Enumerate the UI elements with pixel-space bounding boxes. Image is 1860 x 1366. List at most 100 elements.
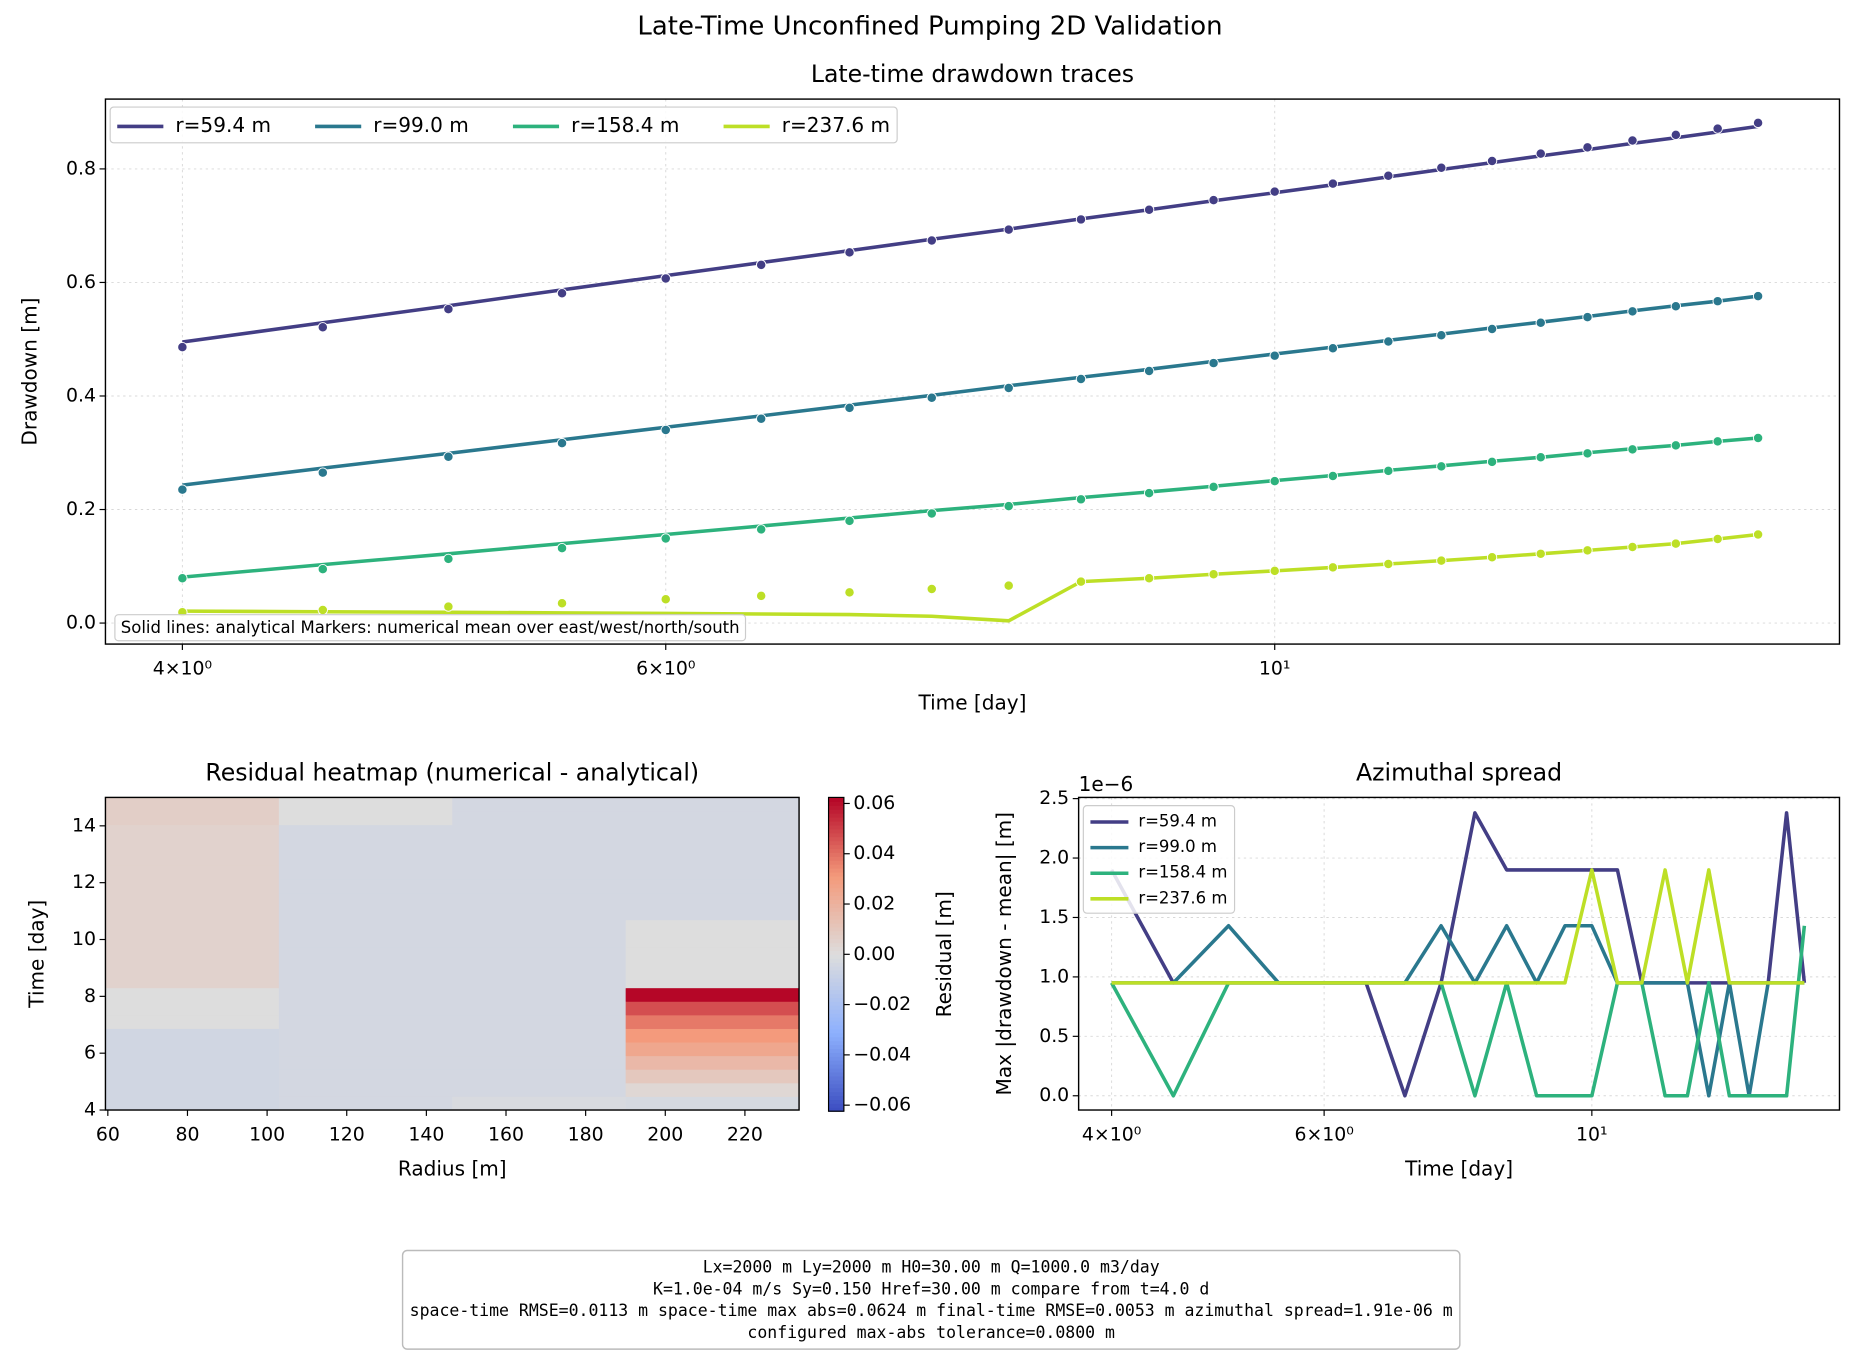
marker	[556, 542, 568, 554]
heatmap-cell	[278, 1014, 453, 1029]
legend-label: r=237.6 m	[1138, 888, 1227, 907]
x-tick-label: 120	[329, 1123, 365, 1145]
x-tick-label: 6×10⁰	[1294, 1123, 1353, 1145]
heatmap-cell	[105, 946, 280, 961]
marker	[1327, 562, 1339, 573]
colorbar-strip	[828, 848, 844, 853]
y-tick-label: 0.0	[1039, 1084, 1069, 1106]
figure-title: Late-Time Unconfined Pumping 2D Validati…	[637, 12, 1222, 42]
colorbar-tick-label: −0.02	[853, 993, 911, 1015]
x-axis-label: Radius [m]	[398, 1157, 507, 1181]
heatmap-cell	[278, 919, 453, 934]
heatmap-cell	[452, 1001, 627, 1016]
heatmap-cell	[278, 1055, 453, 1070]
marker	[443, 303, 454, 315]
marker	[1075, 576, 1087, 587]
annotation: Solid lines: analytical Markers: numeric…	[114, 614, 747, 642]
heatmap-cell	[452, 797, 627, 812]
colorbar-strip	[828, 911, 844, 916]
heatmap-cell	[625, 824, 800, 839]
marker	[1712, 436, 1723, 447]
colorbar-tick-label: 0.06	[853, 792, 895, 814]
marker	[1269, 350, 1280, 361]
x-axis-label: Time [day]	[917, 691, 1026, 715]
colorbar-tick-label: −0.04	[853, 1043, 911, 1065]
colorbar-strip	[828, 973, 844, 979]
y-tick-label: 2.5	[1039, 787, 1069, 809]
colorbar-strip	[828, 1044, 844, 1050]
colorbar-strip	[828, 915, 844, 920]
colorbar-strip	[828, 1064, 844, 1069]
heatmap-cell	[278, 1028, 453, 1043]
x-tick-label: 80	[175, 1123, 199, 1145]
heatmap-cell	[452, 838, 627, 853]
heatmap-cell	[452, 1096, 627, 1111]
marker	[1670, 440, 1682, 451]
marker	[1269, 475, 1280, 487]
y-tick-label: 8	[84, 985, 96, 1007]
marker	[1003, 382, 1014, 394]
marker	[755, 524, 767, 535]
colorbar-strip	[828, 1079, 844, 1085]
marker	[844, 247, 855, 258]
marker	[1208, 194, 1219, 206]
colorbar-strip	[828, 813, 844, 818]
marker	[1003, 224, 1014, 235]
heatmap-cell	[278, 851, 453, 866]
axes-frame	[1077, 796, 1841, 1111]
marker	[1075, 214, 1087, 225]
heatmap-cell	[278, 811, 453, 826]
marker	[1670, 129, 1682, 141]
colorbar-strip	[828, 1048, 844, 1053]
heatmap-cell	[452, 960, 627, 975]
heatmap-cell	[625, 1055, 800, 1070]
colorbar-strip	[828, 1013, 844, 1018]
heatmap-cell	[452, 851, 627, 866]
heatmap-cell	[625, 1014, 800, 1029]
heatmap-cell	[625, 1082, 800, 1097]
marker	[317, 563, 328, 575]
marker	[1208, 357, 1219, 369]
marker	[844, 515, 855, 527]
x-tick-label: 180	[568, 1123, 604, 1145]
colorbar-strip	[828, 1068, 844, 1073]
y-axis-label: Max |drawdown - mean| [m]	[992, 812, 1016, 1095]
colorbar-strip	[828, 985, 844, 991]
colorbar-label: Residual [m]	[932, 891, 956, 1017]
colorbar-strip	[828, 868, 844, 873]
marker	[1486, 323, 1498, 335]
colorbar-strip	[828, 993, 844, 999]
y-tick-label: 12	[72, 871, 96, 893]
colorbar-strip	[828, 1060, 844, 1065]
series-line	[182, 532, 1759, 623]
heatmap-cell	[278, 824, 453, 839]
marker	[1627, 135, 1638, 146]
colorbar-strip	[828, 1083, 844, 1089]
marker	[755, 590, 767, 602]
colorbar-strip	[828, 820, 844, 826]
colorbar-strip	[828, 1103, 844, 1108]
marker	[1486, 456, 1498, 468]
heatmap-cell	[105, 960, 280, 975]
marker	[443, 601, 454, 612]
info-line: space-time RMSE=0.0113 m space-time max …	[410, 1301, 1453, 1320]
colorbar-strip	[828, 1099, 844, 1104]
colorbar-strip	[828, 883, 844, 889]
heatmap-cell	[625, 1042, 800, 1057]
marker	[443, 451, 454, 462]
heatmap-cell	[278, 1082, 453, 1097]
heatmap-cell	[105, 824, 280, 839]
marker	[1486, 552, 1498, 563]
marker	[1143, 204, 1155, 215]
marker	[177, 573, 188, 584]
heatmap-cell	[452, 1055, 627, 1070]
colorbar-strip	[828, 926, 844, 932]
colorbar-strip	[828, 895, 844, 900]
colorbar-strip	[828, 824, 844, 830]
heatmap-cell	[625, 933, 800, 948]
x-axis-label: Time [day]	[1404, 1157, 1513, 1181]
marker	[317, 604, 328, 616]
heatmap-cell	[105, 919, 280, 934]
heatmap-cell	[452, 1014, 627, 1029]
